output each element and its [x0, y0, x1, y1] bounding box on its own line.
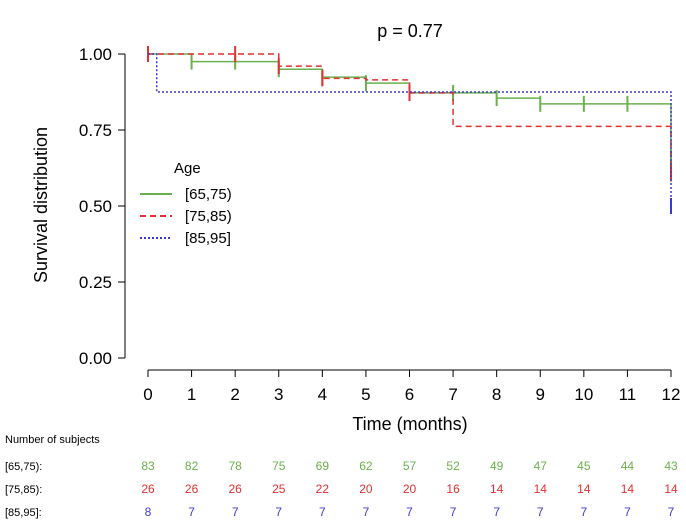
- y-tick-label-0.50: 0.50: [79, 197, 112, 216]
- risk-value-r0-t5: 62: [359, 459, 373, 473]
- risk-value-r2-t12: 7: [668, 505, 675, 519]
- risk-value-r2-t8: 7: [493, 505, 500, 519]
- x-tick-label-8: 8: [492, 385, 501, 404]
- chart-title: p = 0.77: [377, 21, 443, 41]
- curve-series-2: [148, 53, 672, 216]
- x-tick-label-0: 0: [143, 385, 152, 404]
- legend: Age [65,75) [75,85) [85,95]: [140, 160, 232, 247]
- risk-value-r1-t3: 25: [272, 482, 286, 496]
- risk-value-r0-t11: 44: [621, 459, 635, 473]
- x-tick-label-6: 6: [405, 385, 414, 404]
- y-axis-label: Survival distribution: [31, 127, 51, 283]
- x-tick-label-3: 3: [274, 385, 283, 404]
- risk-value-r2-t1: 7: [188, 505, 195, 519]
- risk-value-r0-t2: 78: [228, 459, 242, 473]
- risk-value-r0-t9: 47: [534, 459, 548, 473]
- y-tick-label-1.00: 1.00: [79, 45, 112, 64]
- y-tick-label-0.00: 0.00: [79, 349, 112, 368]
- x-tick-label-11: 11: [619, 385, 637, 404]
- risk-value-r2-t4: 7: [319, 505, 326, 519]
- risk-value-r1-t2: 26: [228, 482, 242, 496]
- risk-value-r2-t5: 7: [363, 505, 370, 519]
- risk-value-r0-t10: 45: [577, 459, 591, 473]
- risk-row-label-2: [85,95]:: [5, 507, 42, 519]
- risk-row-label-0: [65,75):: [5, 461, 42, 473]
- risk-value-r1-t11: 14: [621, 482, 635, 496]
- legend-entry-1: [75,85): [185, 208, 232, 225]
- curve-series-0: [148, 53, 672, 167]
- risk-value-r1-t4: 22: [316, 482, 330, 496]
- risk-value-r0-t1: 82: [185, 459, 199, 473]
- risk-value-r2-t0: 8: [145, 505, 152, 519]
- x-axis-label: Time (months): [352, 414, 467, 434]
- curve-series-1: [148, 53, 672, 182]
- risk-value-r0-t3: 75: [272, 459, 286, 473]
- risk-value-r1-t0: 26: [141, 482, 155, 496]
- risk-row-label-1: [75,85):: [5, 484, 42, 496]
- risk-table-title: Number of subjects: [5, 434, 100, 446]
- x-tick-label-7: 7: [448, 385, 457, 404]
- risk-value-r0-t6: 57: [403, 459, 417, 473]
- legend-title: Age: [174, 160, 201, 177]
- risk-value-r2-t6: 7: [406, 505, 413, 519]
- risk-value-r1-t10: 14: [577, 482, 591, 496]
- risk-value-r2-t7: 7: [450, 505, 457, 519]
- x-tick-label-9: 9: [536, 385, 545, 404]
- risk-value-r2-t2: 7: [232, 505, 239, 519]
- risk-value-r1-t5: 20: [359, 482, 373, 496]
- risk-value-r1-t9: 14: [534, 482, 548, 496]
- risk-value-r2-t3: 7: [275, 505, 282, 519]
- y-tick-label-0.75: 0.75: [79, 121, 112, 140]
- risk-value-r1-t1: 26: [185, 482, 199, 496]
- risk-value-r0-t8: 49: [490, 459, 504, 473]
- y-tick-label-0.25: 0.25: [79, 273, 112, 292]
- risk-value-r2-t11: 7: [624, 505, 631, 519]
- risk-value-r0-t4: 69: [316, 459, 330, 473]
- risk-value-r0-t7: 52: [446, 459, 460, 473]
- x-tick-label-12: 12: [662, 385, 681, 404]
- survival-curves: [147, 46, 672, 216]
- x-tick-label-1: 1: [187, 385, 196, 404]
- x-tick-label-5: 5: [361, 385, 370, 404]
- risk-value-r0-t12: 43: [664, 459, 678, 473]
- risk-value-r2-t10: 7: [580, 505, 587, 519]
- axes: 0 1 2 3 4 5 6 7 8 9 10 11 120.000.250.500.751.00: [79, 45, 681, 404]
- legend-entry-0: [65,75): [185, 186, 232, 203]
- risk-value-r1-t6: 20: [403, 482, 417, 496]
- risk-value-r2-t9: 7: [537, 505, 544, 519]
- risk-value-r1-t8: 14: [490, 482, 504, 496]
- x-tick-label-4: 4: [318, 385, 327, 404]
- legend-entry-2: [85,95]: [185, 230, 231, 247]
- risk-table: Number of subjects[65,75): 83 82 78 75 69 62 57…: [5, 434, 678, 519]
- risk-value-r1-t7: 16: [446, 482, 460, 496]
- x-tick-label-2: 2: [230, 385, 239, 404]
- risk-value-r1-t12: 14: [664, 482, 678, 496]
- risk-value-r0-t0: 83: [141, 459, 155, 473]
- x-tick-label-10: 10: [574, 385, 593, 404]
